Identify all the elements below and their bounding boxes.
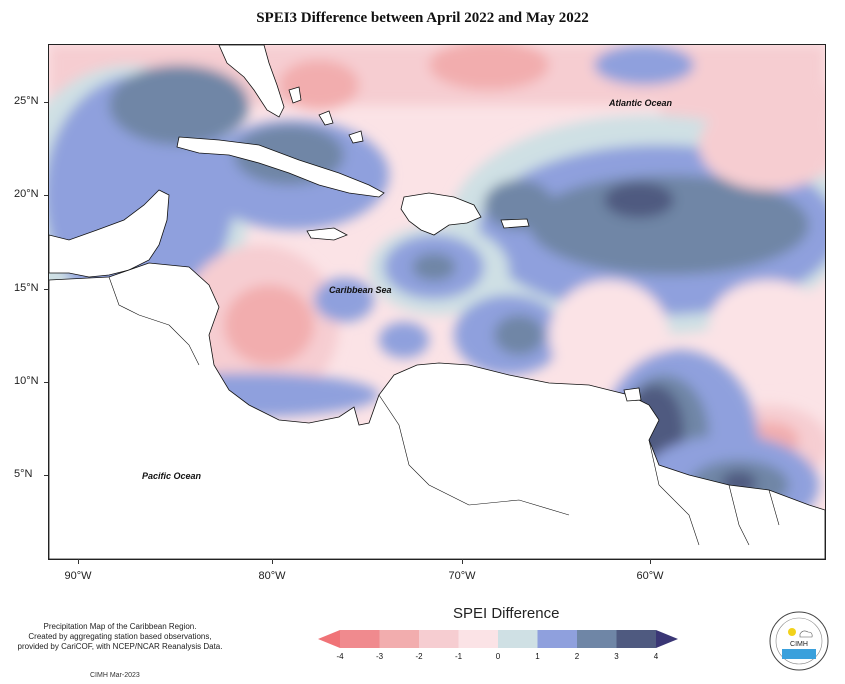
lon-tick [78,559,79,564]
lon-label-70w: 70°W [448,570,476,582]
land [49,45,825,559]
credit-text: Precipitation Map of the Caribbean Regio… [10,622,230,652]
lat-tick [44,475,48,476]
colorbar-cell [577,630,617,648]
colorbar-tick-label: -4 [336,652,344,661]
lon-tick [272,559,273,564]
colorbar-tick-label: -3 [375,652,384,661]
sun-icon [788,628,796,636]
lat-label-20n: 20°N [14,188,39,200]
map-title: SPEI3 Difference between April 2022 and … [256,10,589,26]
lat-tick [44,102,48,103]
colorbar-cell [340,630,380,648]
colorbar-tick-label: 1 [535,652,540,661]
colorbar-cell [458,630,498,648]
lat-label-25n: 25°N [14,95,39,107]
colorbar-cell [419,630,459,648]
lon-tick [650,559,651,564]
cimh-logo: CIMH [769,611,829,671]
lat-label-5n: 5°N [14,468,33,480]
colorbar-cell [379,630,419,648]
colorbar-arrow-left [318,630,340,648]
map-area[interactable]: Atlantic Ocean Caribbean Sea Pacific Oce… [48,44,826,560]
colorbar-cell [616,630,656,648]
color-bar [318,630,678,648]
cloud-icon [799,630,813,638]
caribbean-sea-label: Caribbean Sea [329,285,392,295]
credit-line: provided by CariCOF, with NCEP/NCAR Rean… [17,642,223,651]
credit-line: Created by aggregating station based obs… [28,632,212,641]
colorbar-tick-label: -1 [454,652,463,661]
lat-tick [44,382,48,383]
lat-label-10n: 10°N [14,375,39,387]
colorbar-cell [498,630,538,648]
colorbar-cell [537,630,577,648]
colorbar-tick-label: 3 [614,652,619,661]
lat-tick [44,195,48,196]
lon-label-80w: 80°W [258,570,286,582]
lat-label-15n: 15°N [14,282,39,294]
lon-label-90w: 90°W [64,570,92,582]
country-borders [108,276,780,546]
logo-text: CIMH [790,641,808,648]
colorbar-tick-label: 2 [574,652,580,661]
credit-date: CIMH Mar-2023 [90,672,140,679]
wave-icon [782,649,816,659]
credit-line: Precipitation Map of the Caribbean Regio… [43,622,197,631]
atlantic-ocean-label: Atlantic Ocean [608,98,673,108]
colorbar-arrow-right [656,630,678,648]
lat-tick [44,289,48,290]
pacific-ocean-label: Pacific Ocean [142,471,202,481]
colorbar-tick-label: 0 [495,652,501,661]
lon-tick [462,559,463,564]
spei-difference-map: Atlantic Ocean Caribbean Sea Pacific Oce… [49,45,825,559]
colorbar-tick-label: -2 [415,652,423,661]
lon-label-60w: 60°W [636,570,664,582]
legend-title: SPEI Difference [453,605,560,622]
colorbar-tick-label: 4 [653,652,659,661]
